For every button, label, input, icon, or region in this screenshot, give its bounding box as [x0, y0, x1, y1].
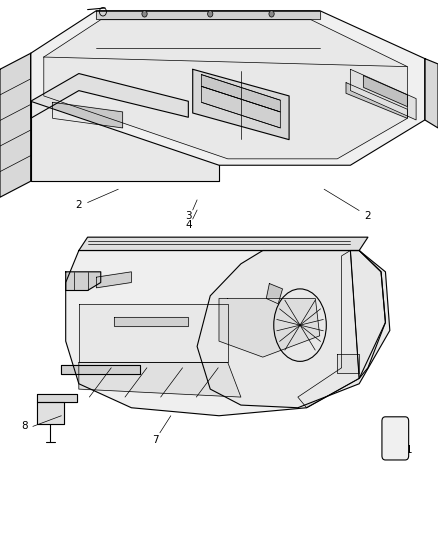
- Polygon shape: [44, 20, 407, 159]
- Polygon shape: [31, 101, 219, 181]
- Text: 4: 4: [185, 220, 192, 230]
- Polygon shape: [37, 394, 77, 402]
- Circle shape: [142, 11, 147, 17]
- Polygon shape: [337, 354, 359, 373]
- Polygon shape: [350, 69, 416, 120]
- Polygon shape: [350, 251, 385, 378]
- Polygon shape: [219, 298, 320, 357]
- Polygon shape: [79, 362, 241, 397]
- Polygon shape: [53, 102, 123, 128]
- Polygon shape: [364, 76, 407, 107]
- Circle shape: [269, 11, 274, 17]
- Polygon shape: [346, 83, 407, 118]
- Text: 2: 2: [75, 200, 82, 210]
- Polygon shape: [79, 237, 368, 251]
- Polygon shape: [31, 74, 188, 118]
- Polygon shape: [114, 317, 188, 326]
- Circle shape: [208, 11, 213, 17]
- Polygon shape: [31, 11, 425, 165]
- Polygon shape: [425, 59, 438, 128]
- Polygon shape: [201, 86, 280, 128]
- Polygon shape: [201, 75, 280, 112]
- Text: 8: 8: [21, 422, 28, 431]
- Polygon shape: [66, 251, 385, 416]
- Text: 3: 3: [185, 211, 192, 221]
- Polygon shape: [266, 284, 283, 304]
- Polygon shape: [197, 251, 390, 408]
- Polygon shape: [66, 272, 101, 290]
- Polygon shape: [193, 69, 289, 140]
- Polygon shape: [61, 365, 140, 374]
- Text: 2: 2: [364, 211, 371, 221]
- Polygon shape: [79, 304, 228, 362]
- Text: 1: 1: [406, 446, 413, 455]
- FancyBboxPatch shape: [382, 417, 409, 460]
- Text: 7: 7: [152, 435, 159, 445]
- Polygon shape: [37, 402, 64, 424]
- Polygon shape: [96, 272, 131, 288]
- Polygon shape: [0, 53, 31, 197]
- Polygon shape: [298, 251, 359, 408]
- Polygon shape: [96, 11, 320, 19]
